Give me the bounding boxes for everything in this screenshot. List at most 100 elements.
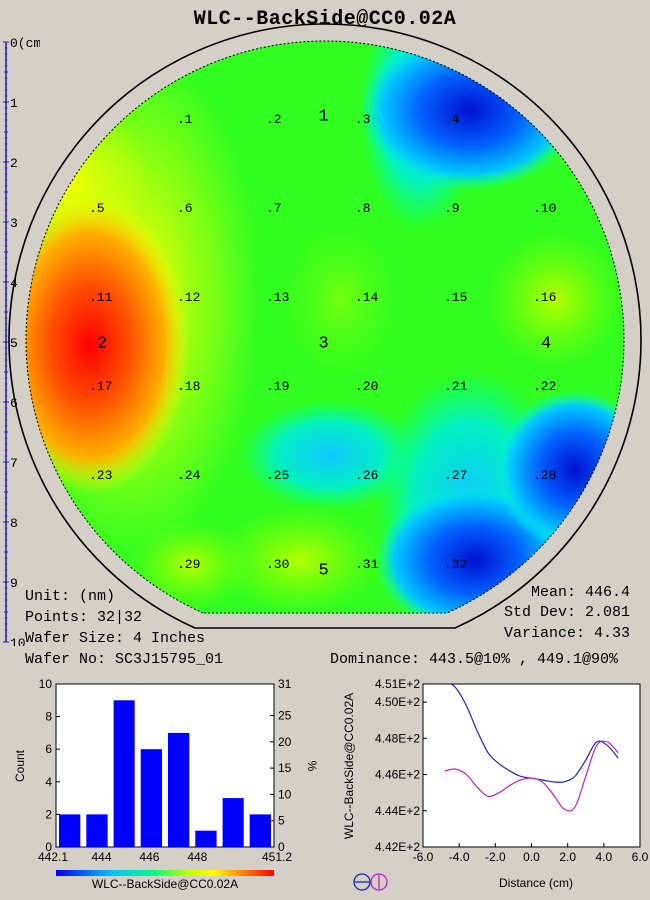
- measurement-point[interactable]: .29: [177, 557, 200, 572]
- measurement-point[interactable]: .6: [177, 201, 193, 216]
- histogram-y2-label: %: [305, 761, 319, 772]
- measurement-point[interactable]: .15: [444, 290, 467, 305]
- wafer-outline: [8, 23, 642, 629]
- line-y-tick: 4.44E+2: [375, 804, 420, 818]
- line-x-tick: -6.0: [413, 850, 434, 864]
- measurement-point[interactable]: .28: [533, 468, 556, 483]
- measurement-point[interactable]: .11: [89, 290, 113, 305]
- thickness-heatmap: [26, 41, 624, 614]
- histogram-x-tick: 446: [139, 850, 159, 864]
- histogram-bar[interactable]: [140, 749, 162, 847]
- measurement-point[interactable]: .5: [89, 201, 105, 216]
- line-y-label: WLC--BackSide@CC0.02A: [342, 693, 356, 839]
- measurement-point[interactable]: .23: [89, 468, 112, 483]
- vertical-section-icon[interactable]: [370, 873, 388, 891]
- line-y-tick: 4.46E+2: [375, 768, 420, 782]
- measurement-point[interactable]: .18: [177, 379, 200, 394]
- ruler-label: 7: [10, 456, 18, 471]
- histogram-y-tick: 2: [45, 807, 52, 821]
- unit-label: Unit: (nm): [25, 588, 116, 605]
- site-label: 1: [319, 108, 329, 127]
- dominance-label: Dominance: 443.5@10% , 449.1@90%: [330, 651, 619, 668]
- histogram-y2-tick: 25: [278, 709, 292, 723]
- histogram-bar[interactable]: [86, 814, 108, 847]
- measurement-point[interactable]: .7: [266, 201, 282, 216]
- histogram-bar[interactable]: [195, 830, 217, 847]
- cross-section-chart[interactable]: -6.0 -4.0 -2.0 0.0 2.0 4.0 6.0 4.42E+2 4.44E+2 4.…: [325, 670, 650, 895]
- histogram-y2-tick: 15: [278, 761, 292, 775]
- line-x-tick: 6.0: [632, 850, 649, 864]
- histogram-x-tick: 448: [187, 850, 207, 864]
- measurement-point[interactable]: .24: [177, 468, 201, 483]
- histogram-bar[interactable]: [168, 732, 190, 847]
- colorbar: [56, 870, 274, 876]
- variance-label: Variance: 4.33: [503, 625, 630, 642]
- measurement-point[interactable]: .16: [533, 290, 556, 305]
- histogram-y-tick: 6: [45, 742, 52, 756]
- line-x-tick: -4.0: [449, 850, 470, 864]
- line-y-tick: 4.50E+2: [375, 695, 420, 709]
- measurement-point[interactable]: .19: [266, 379, 289, 394]
- histogram-chart[interactable]: 0 2 4 6 8 10 0 5 10 15 20 25 31 442.1 444 446 448 451.2 C…: [0, 670, 320, 895]
- mean-label: Mean: 446.4: [530, 584, 630, 601]
- measurement-point[interactable]: .12: [177, 290, 200, 305]
- measurement-point[interactable]: .14: [355, 290, 379, 305]
- measurement-point[interactable]: .17: [89, 379, 112, 394]
- histogram-bar[interactable]: [113, 700, 135, 847]
- line-x-tick: -2.0: [485, 850, 506, 864]
- histogram-bar[interactable]: [59, 814, 81, 847]
- ruler-label: 10: [10, 636, 26, 646]
- vertical-section-line: [444, 740, 619, 812]
- measurement-point[interactable]: .25: [266, 468, 289, 483]
- measurement-point[interactable]: .22: [533, 379, 556, 394]
- histogram-y2-tick: 10: [278, 787, 292, 801]
- ruler-label: 1: [10, 96, 18, 111]
- histogram-y2-tick: 0: [278, 840, 285, 854]
- measurement-point[interactable]: .3: [355, 112, 371, 127]
- histogram-bar[interactable]: [222, 798, 244, 847]
- histogram-y-label: Count: [13, 749, 27, 782]
- ruler-label: 5: [10, 336, 18, 351]
- line-x-tick: 2.0: [559, 850, 576, 864]
- measurement-point[interactable]: .9: [444, 201, 460, 216]
- histogram-x-tick: 442.1: [38, 850, 68, 864]
- histogram-bar[interactable]: [249, 814, 271, 847]
- wafer-no-label: Wafer No: SC3J15795_01: [25, 651, 224, 668]
- measurement-point[interactable]: .20: [355, 379, 378, 394]
- line-x-tick: 4.0: [595, 850, 612, 864]
- ruler-label: 3: [10, 216, 18, 231]
- histogram-x-label: WLC--BackSide@CC0.02A: [92, 877, 238, 891]
- wafer-map[interactable]: .1 .2 .3 .4 .5 .6 .7 .8 .9 .10 .11 .12 .13 .14 .15 .16.…: [0, 0, 650, 640]
- std-dev-label: Std Dev: 2.081: [503, 604, 630, 621]
- measurement-point[interactable]: .4: [444, 112, 460, 127]
- histogram-y-tick: 10: [39, 677, 53, 691]
- measurement-point[interactable]: .32: [444, 557, 467, 572]
- measurement-point[interactable]: .27: [444, 468, 467, 483]
- measurement-point[interactable]: .21: [444, 379, 468, 394]
- measurement-point[interactable]: .13: [266, 290, 289, 305]
- line-x-label: Distance (cm): [499, 876, 573, 890]
- ruler-label: 9: [10, 576, 18, 591]
- histogram-y2-tick: 5: [278, 814, 285, 828]
- histogram-y-tick: 8: [45, 710, 52, 724]
- ruler-label: 2: [10, 156, 18, 171]
- horizontal-section-icon[interactable]: [353, 873, 371, 891]
- line-plot-area: [422, 683, 641, 848]
- histogram-y-tick: 0: [45, 840, 52, 854]
- ruler-label: 6: [10, 396, 18, 411]
- measurement-point[interactable]: .26: [355, 468, 378, 483]
- measurement-point[interactable]: .1: [177, 112, 193, 127]
- histogram-x-tick: 444: [92, 850, 112, 864]
- measurement-point[interactable]: .30: [266, 557, 289, 572]
- measurement-point[interactable]: .8: [355, 201, 371, 216]
- site-label: 4: [541, 335, 551, 354]
- measurement-point[interactable]: .10: [533, 201, 556, 216]
- site-label: 3: [319, 335, 329, 354]
- line-x-tick: 0.0: [523, 850, 540, 864]
- site-label: 2: [97, 335, 107, 354]
- measurement-point[interactable]: .2: [266, 112, 282, 127]
- histogram-y2-tick: 20: [278, 735, 292, 749]
- line-y-tick: 4.48E+2: [375, 731, 420, 745]
- measurement-point[interactable]: .31: [355, 557, 379, 572]
- histogram-y2-tick: 31: [278, 677, 292, 691]
